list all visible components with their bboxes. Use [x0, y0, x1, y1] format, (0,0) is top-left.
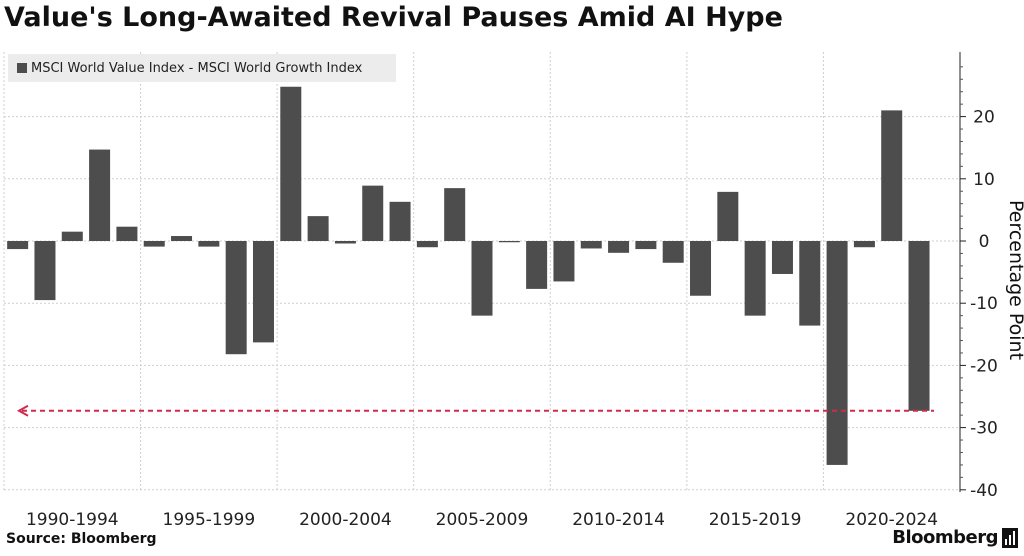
chart-title: Value's Long-Awaited Revival Pauses Amid…	[4, 2, 783, 33]
bar-1991	[34, 241, 56, 301]
bar-2009	[526, 241, 548, 289]
bar-1993	[89, 149, 111, 241]
x-axis-labels: 1990-1994 1995-1999 2000-2004 2005-2009 2010…	[26, 510, 938, 530]
bar-2004	[389, 201, 411, 241]
bar-2002	[334, 241, 356, 244]
x-tick-label: 1990-1994	[26, 510, 119, 530]
bar-1997	[198, 241, 220, 247]
y-axis: 20 10 0 -10 -20 -30 -40	[959, 52, 998, 501]
source-note: Source: Bloomberg	[6, 531, 157, 547]
bar-2015	[690, 241, 712, 296]
bar-2014	[662, 241, 684, 263]
bar-2000	[280, 86, 302, 241]
bloomberg-terminal-icon	[1002, 528, 1018, 548]
bars	[7, 86, 930, 465]
bar-2013	[635, 241, 657, 250]
y-tick-label: -40	[970, 481, 998, 501]
brand-logo-text: Bloomberg	[892, 527, 998, 548]
bar-2020	[826, 241, 848, 465]
y-axis-title: Percentage Point	[1005, 200, 1024, 360]
x-tick-label: 2015-2019	[709, 510, 802, 530]
legend-swatch	[17, 63, 27, 73]
legend: MSCI World Value Index - MSCI World Grow…	[8, 54, 396, 82]
y-tick-label: -10	[970, 294, 998, 314]
y-tick-label: 10	[973, 170, 995, 190]
bar-1996	[171, 236, 193, 241]
bar-1990	[7, 241, 29, 250]
x-tick-label: 2000-2004	[299, 510, 392, 530]
bar-2023	[908, 241, 930, 411]
bar-1998	[225, 241, 247, 355]
bar-2007	[471, 241, 493, 316]
y-tick-label: 20	[973, 108, 995, 128]
bar-2011	[580, 241, 602, 249]
bar-2021	[853, 241, 875, 248]
x-tick-label: 2020-2024	[845, 510, 938, 530]
bar-2005	[416, 241, 438, 248]
y-tick-label: -30	[970, 419, 998, 439]
x-tick-label: 2005-2009	[436, 510, 529, 530]
bar-1994	[116, 226, 138, 241]
legend-label: MSCI World Value Index - MSCI World Grow…	[31, 60, 363, 76]
reference-arrow-head	[16, 404, 29, 417]
bar-2006	[444, 188, 466, 241]
y-tick-label: -20	[970, 356, 998, 376]
bar-1999	[252, 241, 274, 343]
bar-2010	[553, 241, 575, 282]
bar-1992	[61, 231, 83, 241]
bar-2019	[799, 241, 821, 326]
y-tick-label: 0	[979, 232, 990, 252]
bar-2003	[362, 185, 384, 241]
x-tick-label: 1995-1999	[163, 510, 256, 530]
bar-2001	[307, 216, 329, 241]
bar-2008	[498, 241, 520, 243]
x-tick-label: 2010-2014	[572, 510, 665, 530]
bar-2022	[881, 110, 903, 241]
bar-2012	[608, 241, 630, 253]
bar-2016	[717, 191, 739, 241]
bar-1995	[143, 241, 165, 247]
bar-2017	[744, 241, 766, 316]
bar-2018	[771, 241, 793, 274]
reference-line	[16, 404, 934, 417]
